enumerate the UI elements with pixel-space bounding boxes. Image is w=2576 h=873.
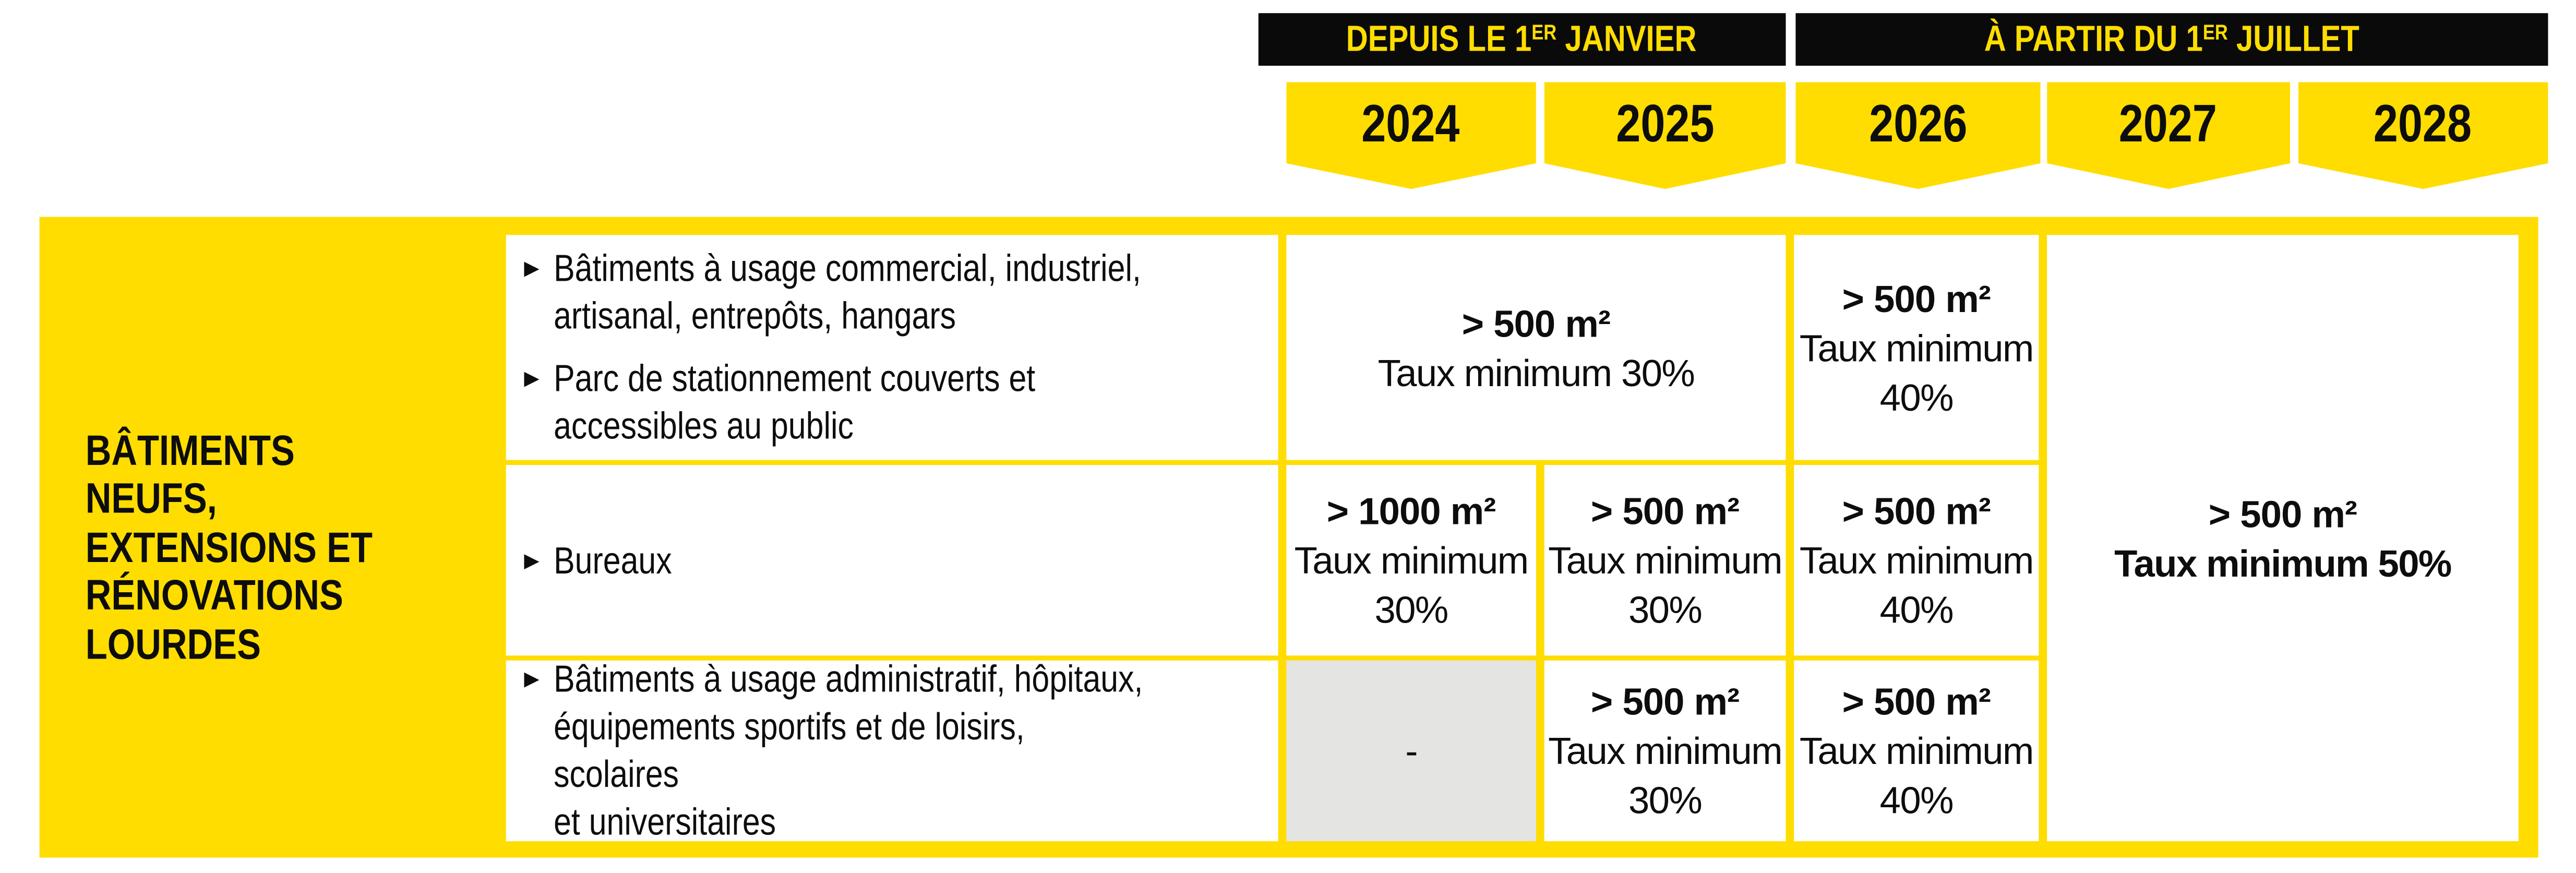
superscript-er: ER (2203, 19, 2228, 45)
category-item: ▶ Bâtiments à usage commercial, industri… (524, 245, 1272, 340)
threshold-value: > 500 m² (1842, 680, 1991, 723)
category-cell-row3: ▶ Bâtiments à usage administratif, hôpit… (506, 657, 1278, 843)
category-cell-row1: ▶ Bâtiments à usage commercial, industri… (506, 235, 1278, 460)
period-band-janvier-text: DEPUIS LE 1ER JANVIER (1347, 18, 1698, 59)
threshold-value: > 500 m² (1590, 680, 1740, 723)
value-cell-row2-2026: > 500 m² Taux minimum 40% (1794, 465, 2039, 656)
threshold-value: > 500 m² (1842, 489, 1991, 533)
year-pennant-2026: 2026 (1795, 82, 2041, 189)
triangle-bullet-icon: ▶ (524, 366, 540, 390)
empty-cell-row3-2024: - (1286, 660, 1536, 842)
minimum-rate: Taux minimum 50% (2114, 541, 2452, 584)
triangle-bullet-icon: ▶ (524, 667, 540, 690)
year-label: 2028 (2374, 93, 2473, 153)
value-cell-row3-2026: > 500 m² Taux minimum 40% (1794, 660, 2039, 842)
year-label: 2024 (1362, 93, 1460, 153)
year-label: 2026 (1868, 93, 1968, 153)
value-cell-row1-2024-2025: > 500 m² Taux minimum 30% (1286, 235, 1786, 460)
year-pennant-2028: 2028 (2298, 82, 2548, 189)
year-label: 2027 (2119, 93, 2218, 153)
triangle-bullet-icon: ▶ (524, 256, 540, 280)
minimum-rate: Taux minimum 30% (1548, 539, 1783, 631)
minimum-rate: Taux minimum 40% (1799, 729, 2034, 822)
threshold-value: > 1000 m² (1326, 489, 1496, 533)
minimum-rate: Taux minimum 40% (1799, 326, 2034, 418)
minimum-rate: Taux minimum 30% (1377, 351, 1695, 394)
minimum-rate: Taux minimum 30% (1548, 729, 1783, 822)
value-cell-row1-2026: > 500 m² Taux minimum 40% (1794, 235, 2039, 460)
category-text: Bâtiments à usage administratif, hôpitau… (554, 657, 1144, 843)
value-cell-row2-2024: > 1000 m² Taux minimum 30% (1286, 465, 1536, 656)
minimum-rate: Taux minimum 30% (1294, 539, 1529, 631)
threshold-value: > 500 m² (1842, 277, 1991, 320)
dash-placeholder: - (1405, 729, 1418, 772)
minimum-rate: Taux minimum 40% (1799, 539, 2034, 631)
row-group-label-text: BÂTIMENTS NEUFS, EXTENSIONS ET RÉNOVATIO… (85, 424, 373, 668)
category-text: Bâtiments à usage commercial, industriel… (554, 246, 1142, 337)
superscript-er: ER (1532, 19, 1557, 45)
period-band-janvier: DEPUIS LE 1ER JANVIER (1258, 13, 1786, 66)
year-pennant-2027: 2027 (2047, 82, 2291, 189)
value-cell-row3-2025: > 500 m² Taux minimum 30% (1544, 660, 1786, 842)
category-item: ▶ Bureaux (524, 536, 1272, 584)
year-label: 2025 (1615, 93, 1715, 153)
value-cell-row2-2025: > 500 m² Taux minimum 30% (1544, 465, 1786, 656)
year-pennant-2025: 2025 (1544, 82, 1786, 189)
value-cell-2027-2028-merged: > 500 m² Taux minimum 50% (2047, 235, 2519, 842)
category-cell-row2: ▶ Bureaux (506, 465, 1278, 656)
category-item: ▶ Bâtiments à usage administratif, hôpit… (524, 655, 1272, 846)
category-text: Parc de stationnement couverts et access… (554, 356, 1036, 447)
threshold-value: > 500 m² (1590, 489, 1740, 533)
category-item: ▶ Parc de stationnement couverts et acce… (524, 355, 1272, 450)
category-text: Bureaux (554, 538, 673, 581)
threshold-value: > 500 m² (1461, 301, 1611, 344)
regulation-table: BÂTIMENTS NEUFS, EXTENSIONS ET RÉNOVATIO… (39, 217, 2538, 858)
row-group-label: BÂTIMENTS NEUFS, EXTENSIONS ET RÉNOVATIO… (40, 235, 498, 841)
year-pennant-2024: 2024 (1286, 82, 1536, 189)
period-band-juillet: À PARTIR DU 1ER JUILLET (1795, 13, 2548, 66)
triangle-bullet-icon: ▶ (524, 548, 540, 571)
threshold-value: > 500 m² (2208, 492, 2357, 535)
period-band-juillet-text: À PARTIR DU 1ER JUILLET (1984, 18, 2360, 59)
